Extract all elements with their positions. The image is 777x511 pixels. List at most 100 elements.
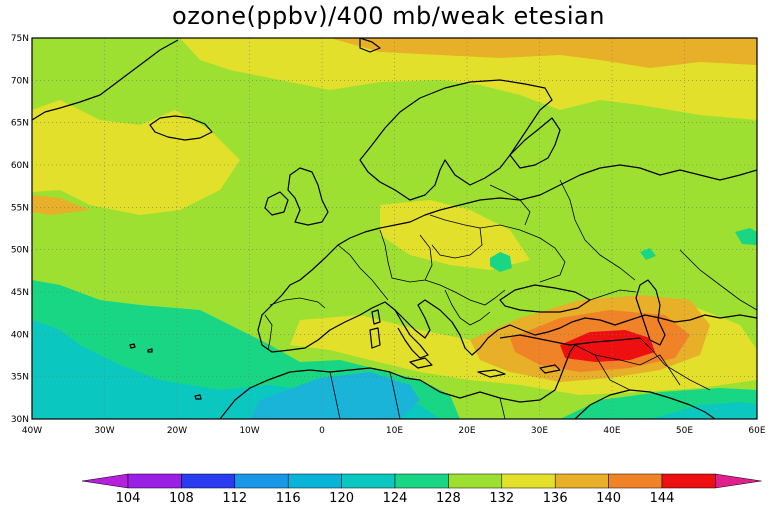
colorbar-swatch <box>234 473 289 489</box>
lon-label: 60E <box>748 426 765 436</box>
field-124-128-volga <box>640 248 656 260</box>
field-144-plus-turkey <box>560 330 655 362</box>
border-portugal <box>264 314 273 351</box>
colorbar-swatch <box>394 473 449 489</box>
colorbar-swatch <box>341 473 396 489</box>
field-120-124-southeast <box>650 402 757 419</box>
colorbar-label: 128 <box>436 491 461 506</box>
border-balkans <box>424 279 506 306</box>
colorbar-swatch <box>661 473 716 489</box>
coast-canaries <box>194 394 202 400</box>
ozone-field <box>32 38 757 419</box>
border-arabia <box>594 354 631 391</box>
coast-continent <box>257 164 757 356</box>
field-132-136-central <box>380 200 530 270</box>
coastlines <box>32 38 757 419</box>
coast-turkey <box>499 334 641 346</box>
map-title: ozone(ppbv)/400 mb/weak etesian <box>172 2 605 30</box>
border-iran <box>639 337 711 391</box>
colorbar-label: 144 <box>650 491 675 506</box>
coast-britain <box>287 167 329 226</box>
lon-label: 20E <box>458 426 475 436</box>
coast-caspian <box>635 279 666 346</box>
lon-label: 0 <box>319 426 325 436</box>
border-baltics <box>489 184 531 226</box>
colorbar-label: 120 <box>329 491 354 506</box>
colorbar-label: 136 <box>543 491 568 506</box>
coast-svalbard <box>359 38 381 53</box>
colorbar-label: 104 <box>116 491 141 506</box>
country-borders <box>264 179 757 419</box>
coast-sardinia <box>369 327 381 349</box>
border-balkans-inner <box>444 289 491 326</box>
coast-scandinavia <box>359 79 553 201</box>
lat-label: 50N <box>11 246 29 256</box>
lon-label: 10E <box>386 426 403 436</box>
border-caucasus <box>589 289 637 301</box>
border-iberia <box>269 297 326 309</box>
map-frame <box>31 37 758 420</box>
field-136-140-nw <box>32 195 90 215</box>
colorbar-arrow-high <box>715 473 762 489</box>
coast-levant <box>559 344 576 379</box>
colorbar-swatch <box>181 473 236 489</box>
lat-label: 70N <box>11 76 29 86</box>
coast-black-sea <box>499 284 591 313</box>
coast-greenland <box>32 39 179 121</box>
border-ukraine <box>479 224 566 283</box>
border-north-africa <box>329 371 506 419</box>
lon-axis: 40W 30W 20W 10W 0 10E 20E 30E 40E 50E 60… <box>22 426 766 436</box>
colorbar-arrow-low <box>81 473 129 489</box>
colorbar-label: 132 <box>489 491 514 506</box>
field-124-128-east <box>735 228 757 245</box>
colorbar-swatch <box>287 473 342 489</box>
colorbar-swatch <box>608 473 663 489</box>
lat-label: 65N <box>11 119 29 129</box>
coast-red-sea-gulf <box>574 389 716 419</box>
coast-crete <box>477 369 506 378</box>
lat-label: 60N <box>11 161 29 171</box>
colorbar-label: 124 <box>383 491 408 506</box>
coast-cyprus <box>539 364 561 374</box>
colorbar-label: 112 <box>222 491 247 506</box>
border-central-asia <box>679 249 757 311</box>
lon-label: 40E <box>603 426 620 436</box>
lon-label: 40W <box>22 426 42 436</box>
lat-label: 55N <box>11 203 29 213</box>
coast-italy <box>394 309 429 359</box>
border-russia <box>559 179 636 281</box>
coast-finland <box>509 117 561 169</box>
lat-label: 35N <box>11 373 29 383</box>
coast-corsica <box>371 309 381 325</box>
colorbar-swatch <box>448 473 503 489</box>
coast-sicily <box>409 357 433 369</box>
border-poland <box>429 214 483 259</box>
colorbar-label: 140 <box>596 491 621 506</box>
colorbar-label: 108 <box>169 491 194 506</box>
colorbar: 104 108 112 116 120 124 128 132 136 140 144 <box>81 473 762 506</box>
border-france <box>337 244 389 301</box>
lon-label: 30W <box>94 426 114 436</box>
coast-ireland <box>264 191 289 216</box>
colorbar-label: 116 <box>276 491 301 506</box>
border-germany <box>379 229 433 283</box>
lon-label: 20W <box>167 426 187 436</box>
lon-label: 30E <box>531 426 548 436</box>
lat-axis: 75N 70N 65N 60N 55N 50N 45N 40N 35N 30N <box>11 34 29 425</box>
colorbar-swatch <box>501 473 556 489</box>
coast-iceland <box>149 115 213 141</box>
lon-label: 50E <box>676 426 693 436</box>
field-136-140-north <box>330 38 757 68</box>
lon-label: 10W <box>239 426 259 436</box>
lat-label: 40N <box>11 330 29 340</box>
field-132-136-nw <box>32 100 240 215</box>
field-124-128-carpathian <box>490 252 512 272</box>
lat-label: 75N <box>11 34 29 44</box>
coast-north-africa <box>219 367 561 419</box>
lat-label: 45N <box>11 288 29 298</box>
colorbar-swatch <box>127 473 182 489</box>
colorbar-swatch <box>554 473 609 489</box>
lat-label: 30N <box>11 415 29 425</box>
coast-azores <box>129 343 153 353</box>
